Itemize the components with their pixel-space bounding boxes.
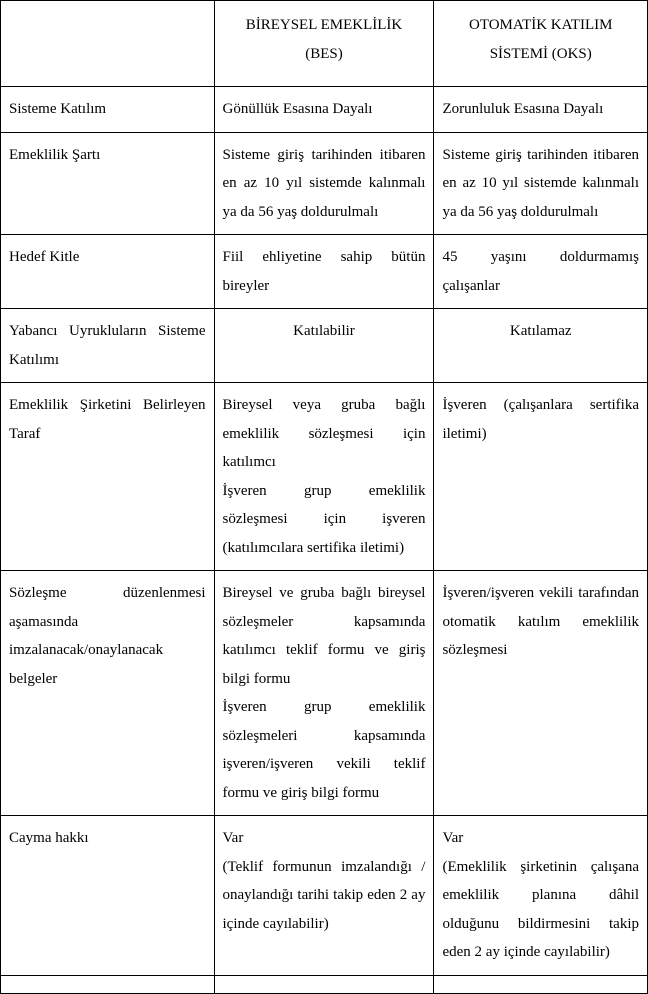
cell-paragraph: (Emeklilik şirketinin çalışana emeklilik… xyxy=(442,853,639,967)
feature-cell: Emeklilik Şartı xyxy=(1,132,215,235)
oks-cell: İşveren/işveren vekili tarafından otomat… xyxy=(434,571,648,816)
feature-cell: Yabancı Uyrukluların Sisteme Katılımı xyxy=(1,309,215,383)
table-row: Sisteme KatılımGönüllük Esasına DayalıZo… xyxy=(1,87,648,133)
header-cell-oks: OTOMATİK KATILIM SİSTEMİ (OKS) xyxy=(434,1,648,87)
header-cell-bes: BİREYSEL EMEKLİLİK (BES) xyxy=(214,1,434,87)
table-row: Cayma hakkıVar(Teklif formunun imzalandı… xyxy=(1,816,648,976)
bes-cell: Fiil ehliyetine sahip bütün bireyler xyxy=(214,235,434,309)
header-cell-feature xyxy=(1,1,215,87)
table-header: BİREYSEL EMEKLİLİK (BES) OTOMATİK KATILI… xyxy=(1,1,648,87)
oks-cell: 45 yaşını doldurmamış çalışanlar xyxy=(434,235,648,309)
table-row: Emeklilik Şirketini Belirleyen TarafBire… xyxy=(1,383,648,571)
cell-paragraph: İşveren grup emeklilik sözleşmeleri kaps… xyxy=(223,693,426,807)
cell-paragraph: Bireysel veya gruba bağlı emeklilik sözl… xyxy=(223,391,426,477)
empty-cell xyxy=(1,975,215,993)
comparison-table: BİREYSEL EMEKLİLİK (BES) OTOMATİK KATILI… xyxy=(0,0,648,994)
feature-cell: Hedef Kitle xyxy=(1,235,215,309)
header-oks-line2: SİSTEMİ (OKS) xyxy=(440,40,641,69)
table-row: Hedef KitleFiil ehliyetine sahip bütün b… xyxy=(1,235,648,309)
oks-cell: Katılamaz xyxy=(434,309,648,383)
oks-cell: Var(Emeklilik şirketinin çalışana emekli… xyxy=(434,816,648,976)
cell-paragraph: İşveren grup emeklilik sözleşmesi için i… xyxy=(223,477,426,563)
table-row: Sözleşme düzenlenmesi aşamasında imzalan… xyxy=(1,571,648,816)
cell-paragraph: Var xyxy=(442,824,639,853)
header-bes-line2: (BES) xyxy=(221,40,428,69)
bes-cell: Var(Teklif formunun imzalandığı / onayla… xyxy=(214,816,434,976)
cell-paragraph: (Teklif formunun imzalandığı / onaylandı… xyxy=(223,853,426,939)
bes-cell: Bireysel veya gruba bağlı emeklilik sözl… xyxy=(214,383,434,571)
page: BİREYSEL EMEKLİLİK (BES) OTOMATİK KATILI… xyxy=(0,0,648,994)
bes-cell: Bireysel ve gruba bağlı bireysel sözleşm… xyxy=(214,571,434,816)
table-row: Yabancı Uyrukluların Sisteme KatılımıKat… xyxy=(1,309,648,383)
header-bes-line1: BİREYSEL EMEKLİLİK xyxy=(221,11,428,40)
header-oks-line1: OTOMATİK KATILIM xyxy=(440,11,641,40)
oks-cell: İşveren (çalışanlara sertifika iletimi) xyxy=(434,383,648,571)
bes-cell: Katılabilir xyxy=(214,309,434,383)
empty-cell xyxy=(214,975,434,993)
header-row: BİREYSEL EMEKLİLİK (BES) OTOMATİK KATILI… xyxy=(1,1,648,87)
bes-cell: Sisteme giriş tarihinden itibaren en az … xyxy=(214,132,434,235)
table-body: Sisteme KatılımGönüllük Esasına DayalıZo… xyxy=(1,87,648,994)
feature-cell: Sözleşme düzenlenmesi aşamasında imzalan… xyxy=(1,571,215,816)
feature-cell: Emeklilik Şirketini Belirleyen Taraf xyxy=(1,383,215,571)
cell-paragraph: Bireysel ve gruba bağlı bireysel sözleşm… xyxy=(223,579,426,693)
cell-paragraph: Var xyxy=(223,824,426,853)
empty-row xyxy=(1,975,648,993)
feature-cell: Sisteme Katılım xyxy=(1,87,215,133)
oks-cell: Zorunluluk Esasına Dayalı xyxy=(434,87,648,133)
empty-cell xyxy=(434,975,648,993)
bes-cell: Gönüllük Esasına Dayalı xyxy=(214,87,434,133)
feature-cell: Cayma hakkı xyxy=(1,816,215,976)
table-row: Emeklilik ŞartıSisteme giriş tarihinden … xyxy=(1,132,648,235)
oks-cell: Sisteme giriş tarihinden itibaren en az … xyxy=(434,132,648,235)
